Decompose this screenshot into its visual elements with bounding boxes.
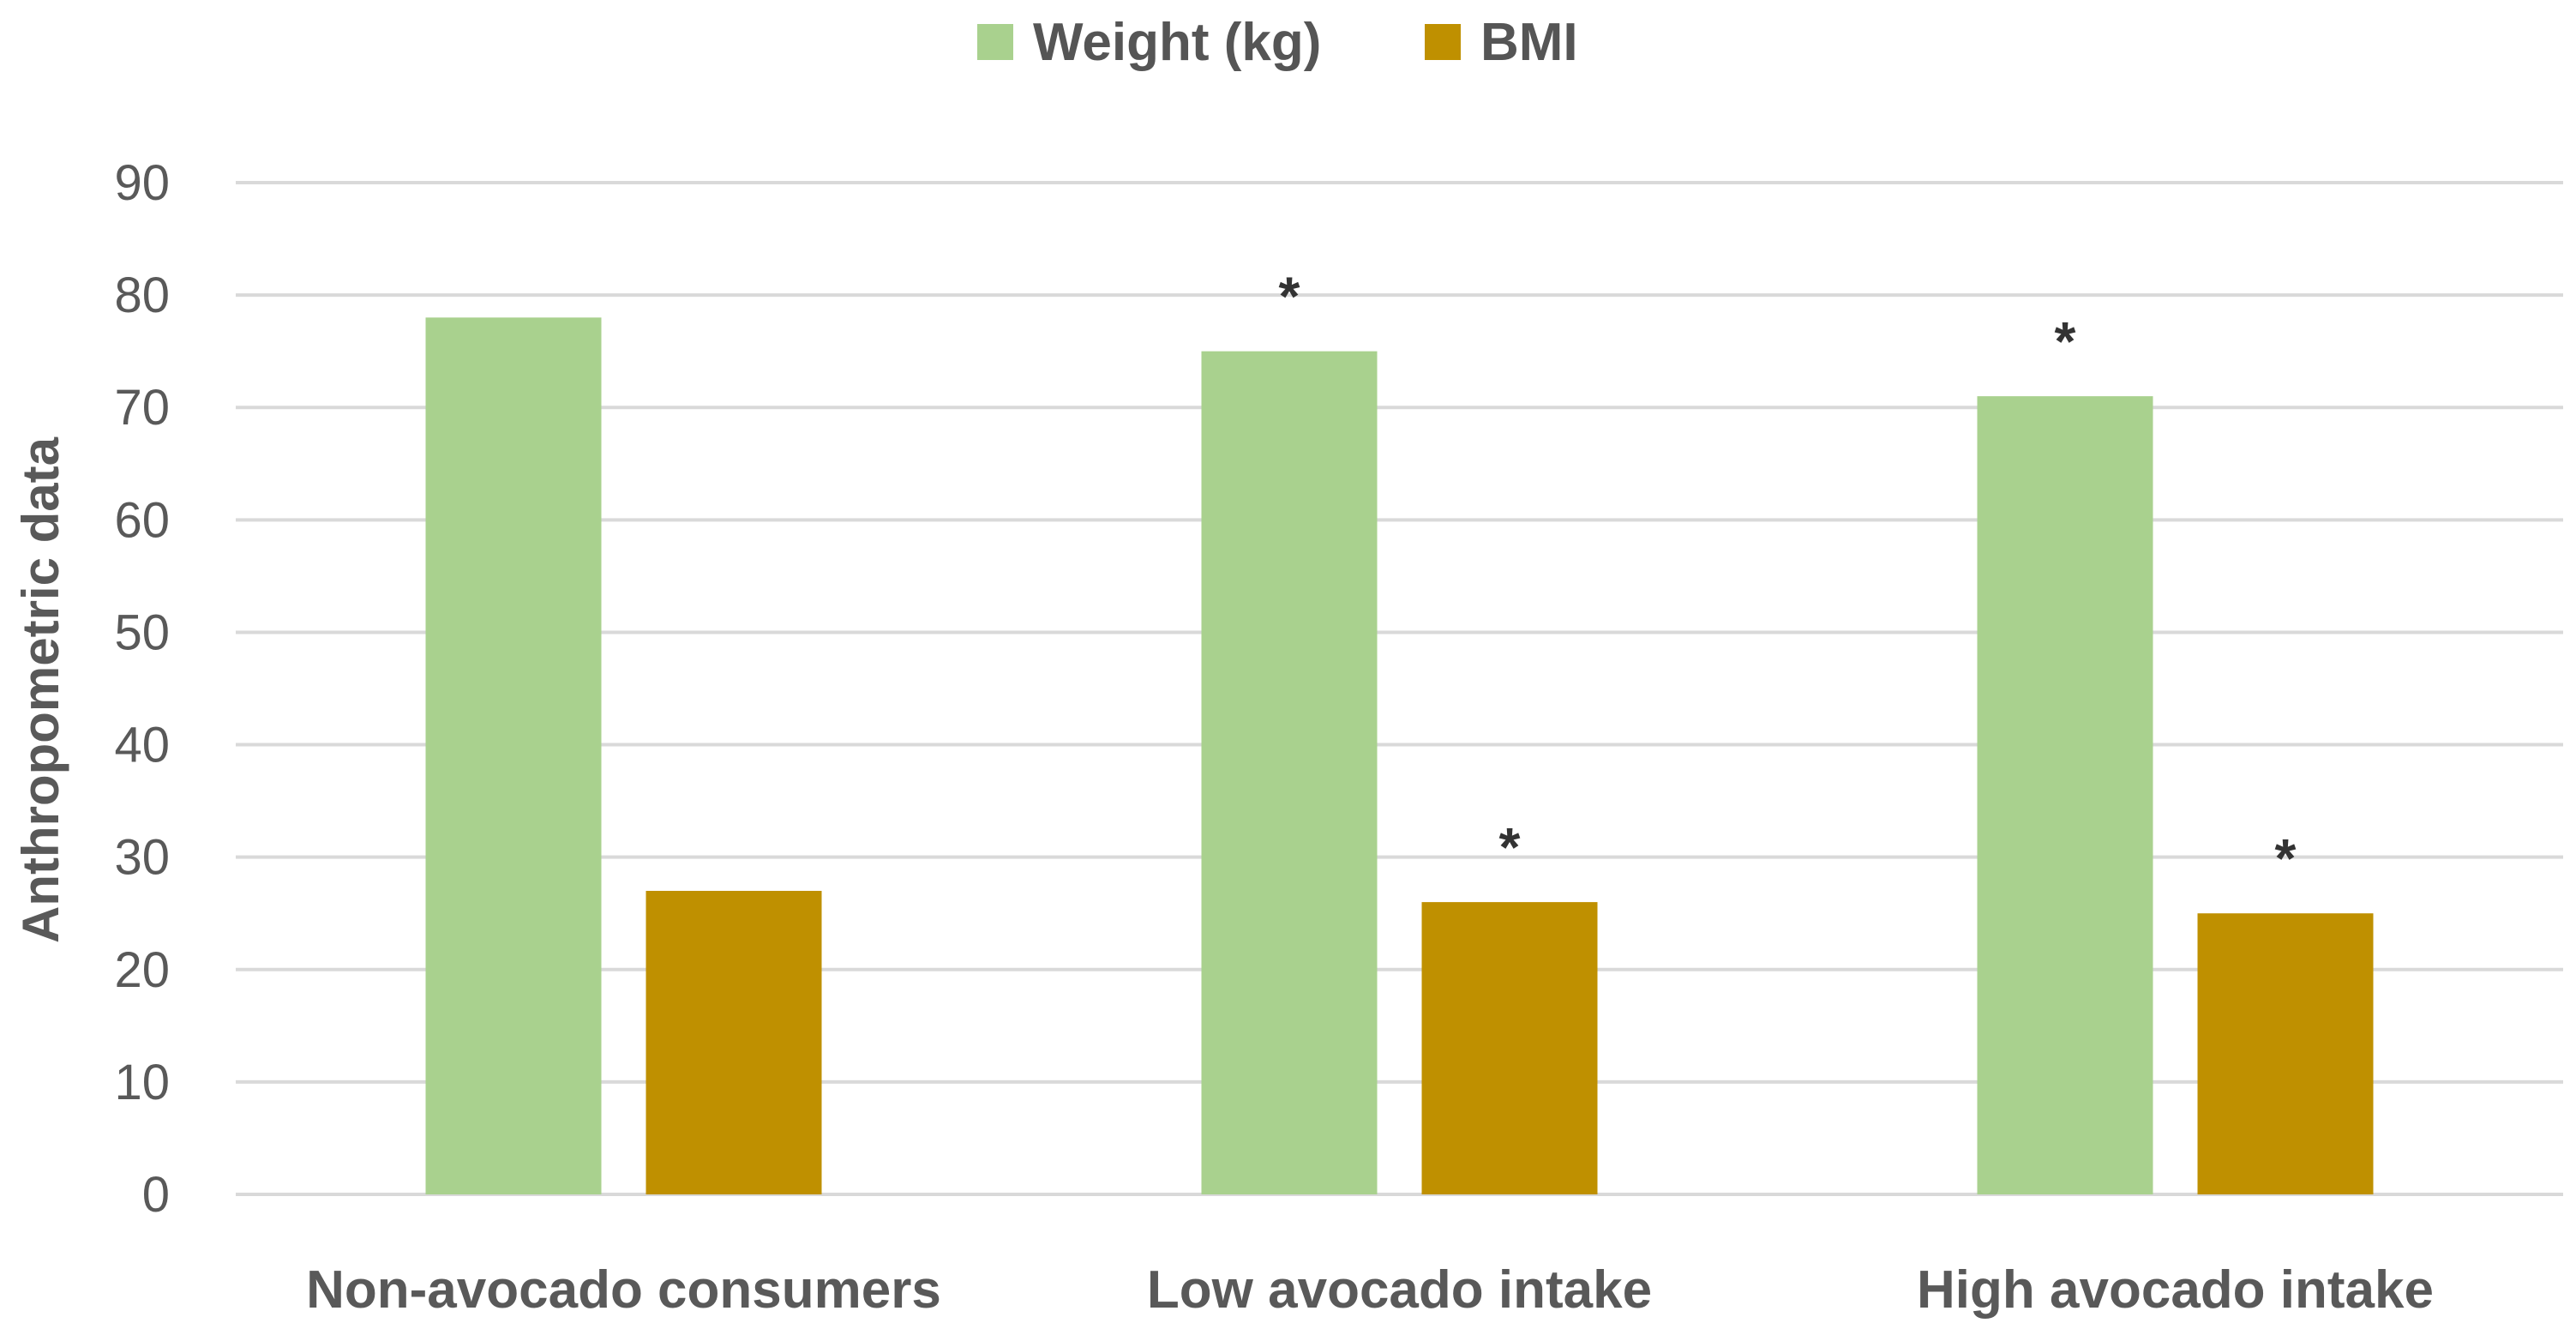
legend: Weight (kg) BMI [977, 13, 1578, 72]
significance-mark: * [2055, 310, 2076, 372]
x-category-label: High avocado intake [1917, 1260, 2434, 1320]
legend-label-bmi: BMI [1480, 13, 1578, 72]
x-category-label: Low avocado intake [1147, 1260, 1652, 1320]
significance-mark: * [2275, 827, 2297, 889]
bar-bmi-2 [1421, 902, 1598, 1194]
x-category-label: Non-avocado consumers [306, 1260, 941, 1320]
legend-swatch-bmi [1425, 24, 1461, 60]
bar-weight-kg-3 [1977, 396, 2153, 1195]
x-axis-labels: Non-avocado consumers Low avocado intake H… [306, 1260, 2434, 1320]
y-tick-label: 60 [114, 492, 170, 548]
gridlines [236, 181, 2563, 1196]
y-tick-label: 20 [114, 942, 170, 998]
y-axis-ticks: 0 10 20 30 40 50 60 70 80 90 [114, 155, 170, 1223]
legend-label-weight-kg: Weight (kg) [1033, 13, 1321, 72]
y-tick-label: 50 [114, 604, 170, 660]
y-tick-label: 0 [142, 1167, 170, 1223]
bar-bmi-3 [2197, 913, 2374, 1194]
bar-weight-kg-1 [425, 317, 602, 1194]
y-tick-label: 30 [114, 830, 170, 886]
legend-swatch-weight-kg [977, 24, 1013, 60]
y-tick-label: 70 [114, 380, 170, 436]
y-tick-label: 80 [114, 268, 170, 323]
y-tick-label: 40 [114, 718, 170, 773]
y-tick-label: 90 [114, 155, 170, 211]
bar-bmi-1 [646, 891, 822, 1194]
bar-weight-kg-2 [1201, 351, 1378, 1195]
significance-marks: * * * * [1279, 266, 2297, 890]
significance-mark: * [1499, 816, 1521, 878]
y-tick-label: 10 [114, 1055, 170, 1110]
significance-mark: * [1279, 266, 1300, 328]
y-axis-title: Anthropometric data [12, 436, 69, 943]
bars [425, 317, 2374, 1195]
